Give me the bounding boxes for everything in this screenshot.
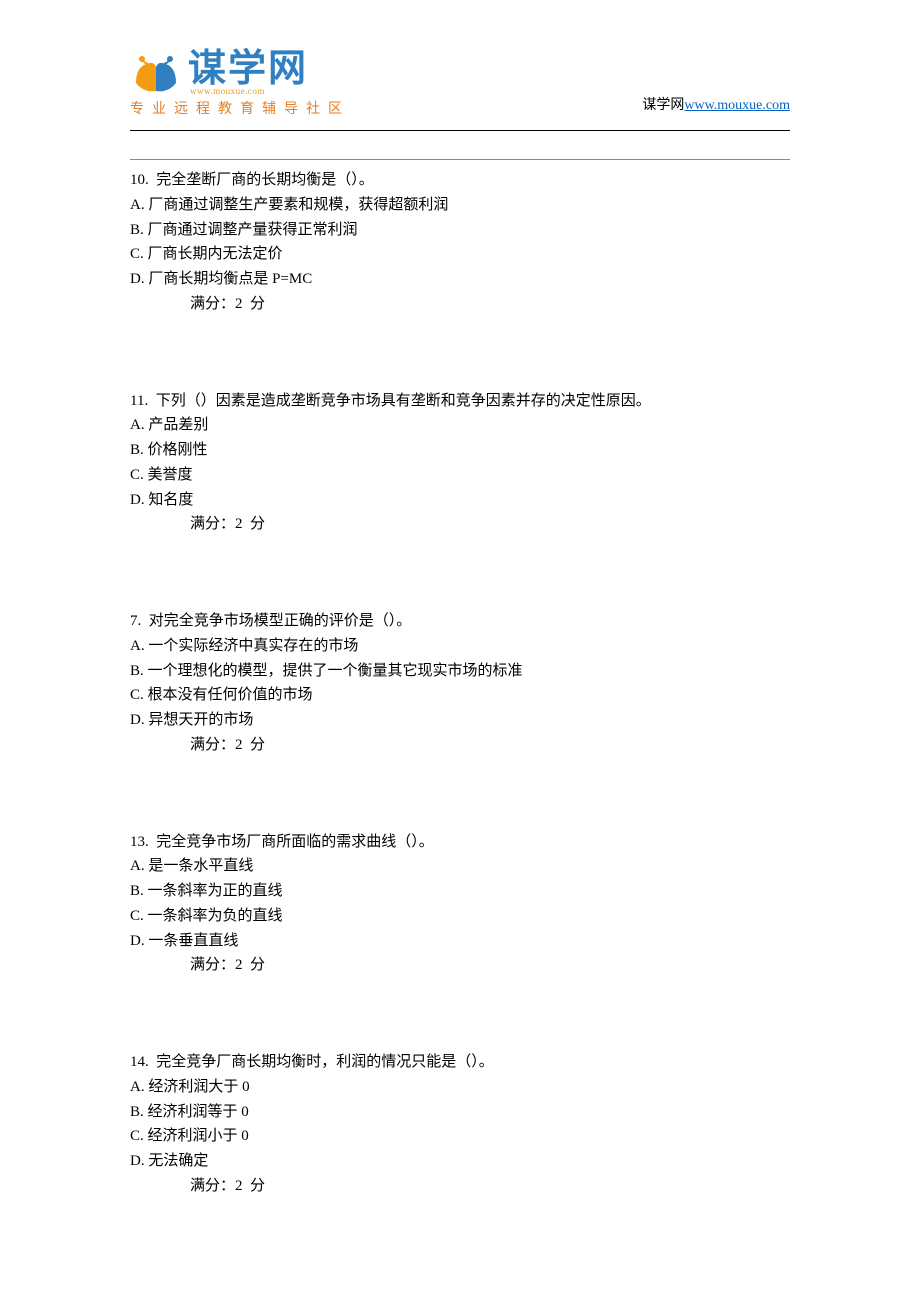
score-label: 满分：2 分 (130, 1174, 790, 1199)
question-option: D. 异想天开的市场 (130, 708, 790, 733)
question-option: A. 经济利润大于 0 (130, 1075, 790, 1100)
content-divider (130, 159, 790, 160)
question-stem: 13. 完全竞争市场厂商所面临的需求曲线（）。 (130, 830, 790, 855)
score-label: 满分：2 分 (130, 733, 790, 758)
question-option: A. 厂商通过调整生产要素和规模，获得超额利润 (130, 193, 790, 218)
question-option: A. 是一条水平直线 (130, 854, 790, 879)
logo-icon (130, 51, 182, 95)
page-header: 谋学网 www.mouxue.com 专业远程教育辅导社区 谋学网www.mou… (130, 50, 790, 118)
logo-text: 谋学网 (188, 50, 308, 88)
question-block: 14. 完全竞争厂商长期均衡时，利润的情况只能是（）。A. 经济利润大于 0B.… (130, 1050, 790, 1199)
question-option: D. 无法确定 (130, 1149, 790, 1174)
question-option: B. 厂商通过调整产量获得正常利润 (130, 218, 790, 243)
logo-text-wrap: 谋学网 www.mouxue.com (188, 50, 308, 96)
question-option: A. 一个实际经济中真实存在的市场 (130, 634, 790, 659)
header-right: 谋学网www.mouxue.com (642, 94, 790, 114)
question-stem: 11. 下列（）因素是造成垄断竞争市场具有垄断和竞争因素并存的决定性原因。 (130, 389, 790, 414)
question-block: 11. 下列（）因素是造成垄断竞争市场具有垄断和竞争因素并存的决定性原因。A. … (130, 389, 790, 538)
question-option: B. 价格刚性 (130, 438, 790, 463)
logo-block: 谋学网 www.mouxue.com 专业远程教育辅导社区 (130, 50, 350, 118)
score-label: 满分：2 分 (130, 512, 790, 537)
question-option: C. 美誉度 (130, 463, 790, 488)
question-block: 10. 完全垄断厂商的长期均衡是（）。A. 厂商通过调整生产要素和规模，获得超额… (130, 168, 790, 317)
question-stem: 14. 完全竞争厂商长期均衡时，利润的情况只能是（）。 (130, 1050, 790, 1075)
question-option: D. 一条垂直直线 (130, 929, 790, 954)
question-block: 13. 完全竞争市场厂商所面临的需求曲线（）。A. 是一条水平直线B. 一条斜率… (130, 830, 790, 979)
question-option: C. 经济利润小于 0 (130, 1124, 790, 1149)
question-option: C. 根本没有任何价值的市场 (130, 683, 790, 708)
question-option: B. 一个理想化的模型，提供了一个衡量其它现实市场的标准 (130, 659, 790, 684)
header-divider (130, 130, 790, 131)
question-option: C. 厂商长期内无法定价 (130, 242, 790, 267)
score-label: 满分：2 分 (130, 953, 790, 978)
question-option: B. 一条斜率为正的直线 (130, 879, 790, 904)
question-option: D. 厂商长期均衡点是 P=MC (130, 267, 790, 292)
question-option: A. 产品差别 (130, 413, 790, 438)
question-option: B. 经济利润等于 0 (130, 1100, 790, 1125)
question-block: 7. 对完全竞争市场模型正确的评价是（）。A. 一个实际经济中真实存在的市场B.… (130, 609, 790, 758)
question-stem: 10. 完全垄断厂商的长期均衡是（）。 (130, 168, 790, 193)
logo-main: 谋学网 www.mouxue.com (130, 50, 350, 96)
score-label: 满分：2 分 (130, 292, 790, 317)
site-name: 谋学网 (642, 98, 684, 113)
question-option: D. 知名度 (130, 488, 790, 513)
question-option: C. 一条斜率为负的直线 (130, 904, 790, 929)
site-link[interactable]: www.mouxue.com (684, 98, 790, 113)
logo-subtitle: 专业远程教育辅导社区 (130, 98, 350, 118)
questions-container: 10. 完全垄断厂商的长期均衡是（）。A. 厂商通过调整生产要素和规模，获得超额… (130, 168, 790, 1199)
question-stem: 7. 对完全竞争市场模型正确的评价是（）。 (130, 609, 790, 634)
